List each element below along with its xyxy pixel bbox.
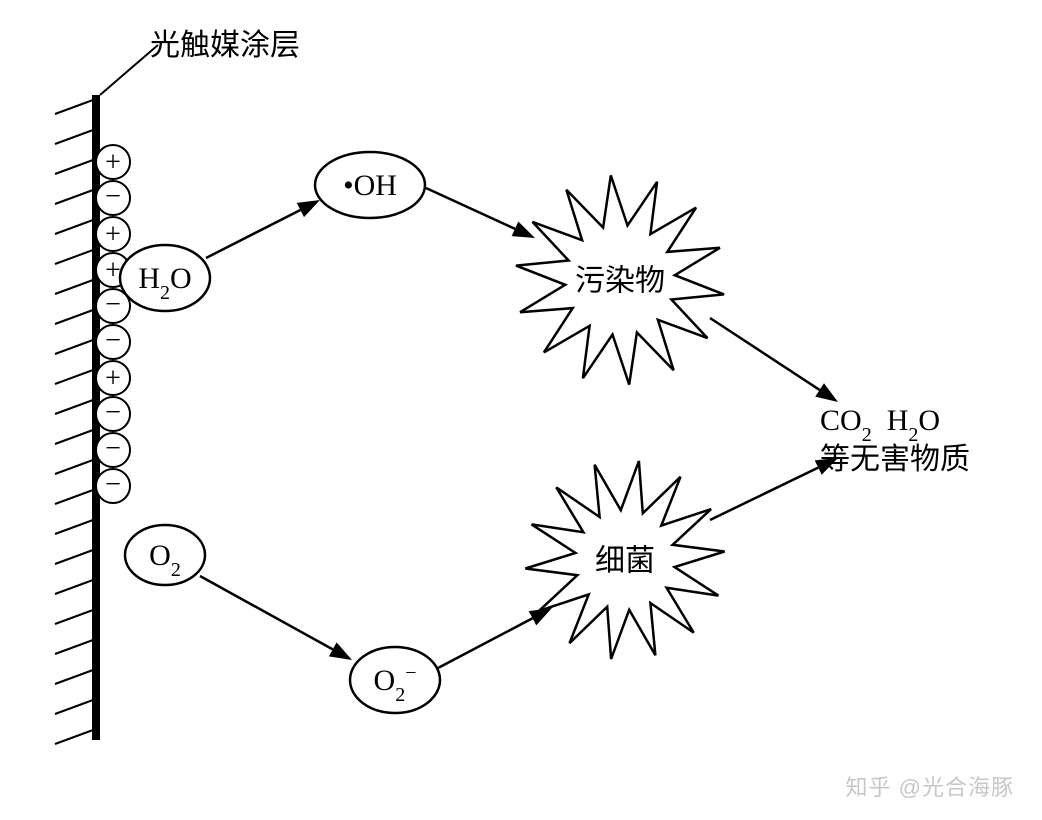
svg-text:−: − — [105, 325, 121, 356]
diagram-stage: 光触媒涂层+−++−−+−−−H2O•OHO2O2−污染物细菌CO2 H2O等无… — [0, 0, 1042, 820]
svg-text:−: − — [105, 469, 121, 500]
svg-text:−: − — [105, 289, 121, 320]
result-label: CO2 H2O等无害物质 — [820, 404, 970, 476]
wall-hatching — [55, 100, 93, 744]
charge-column: +−++−−+−−− — [96, 145, 130, 503]
arrow-o2-to-o2m — [200, 576, 352, 660]
arrow-pollutant-to-result — [710, 318, 838, 402]
svg-text:CO2 H2O: CO2 H2O — [820, 404, 940, 446]
arrow-oh-to-pollutant — [426, 188, 535, 238]
node-o2: O2 — [125, 525, 205, 585]
svg-text:等无害物质: 等无害物质 — [820, 443, 970, 476]
svg-text:细菌: 细菌 — [595, 545, 655, 578]
arrow-bacteria-to-result — [710, 458, 838, 520]
svg-text:+: + — [105, 147, 121, 178]
svg-text:−: − — [105, 433, 121, 464]
svg-text:+: + — [105, 219, 121, 250]
node-h2o: H2O — [120, 245, 210, 311]
diagram-svg: 光触媒涂层+−++−−+−−−H2O•OHO2O2−污染物细菌CO2 H2O等无… — [0, 0, 1042, 820]
node-oh-radical: •OH — [315, 152, 425, 218]
svg-text:+: + — [105, 255, 121, 286]
svg-text:•OH: •OH — [343, 169, 397, 202]
node-o2-minus: O2− — [350, 647, 440, 713]
watermark-text: 知乎 @光合海豚 — [846, 770, 1014, 802]
burst-pollutant: 污染物 — [516, 175, 724, 384]
svg-text:−: − — [105, 181, 121, 212]
burst-bacteria: 细菌 — [525, 461, 724, 659]
title-label: 光触媒涂层 — [150, 29, 300, 62]
svg-text:污染物: 污染物 — [575, 265, 665, 298]
arrow-o2m-to-bacteria — [438, 608, 552, 668]
svg-text:+: + — [105, 363, 121, 394]
svg-text:−: − — [105, 397, 121, 428]
arrow-h2o-to-oh — [206, 200, 320, 258]
